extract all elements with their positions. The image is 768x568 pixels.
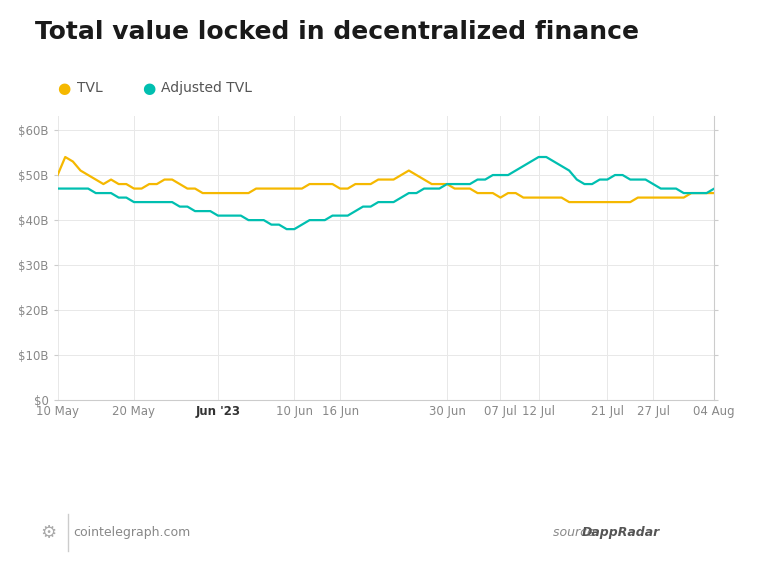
Text: ●: ● bbox=[142, 81, 155, 95]
Text: Adjusted TVL: Adjusted TVL bbox=[416, 449, 519, 463]
Text: Adjusted TVL: Adjusted TVL bbox=[161, 81, 252, 95]
Text: source:: source: bbox=[553, 527, 603, 539]
Text: DappRadar: DappRadar bbox=[581, 527, 660, 539]
Text: TVL: TVL bbox=[55, 449, 84, 463]
Text: ●: ● bbox=[58, 81, 71, 95]
Text: TVL: TVL bbox=[77, 81, 103, 95]
Text: cointelegraph.com: cointelegraph.com bbox=[74, 527, 191, 539]
Text: Total value locked in decentralized finance: Total value locked in decentralized fina… bbox=[35, 20, 638, 44]
Text: $47.54B: $47.54B bbox=[588, 442, 717, 470]
Text: $45.23B: $45.23B bbox=[223, 442, 353, 470]
Text: ⚙: ⚙ bbox=[40, 524, 56, 542]
